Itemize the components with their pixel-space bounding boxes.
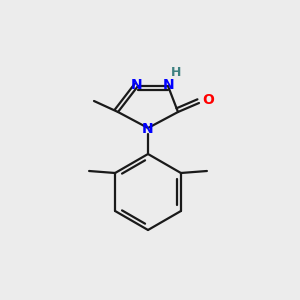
Text: N: N [163,78,175,92]
Text: H: H [171,67,181,80]
Text: N: N [131,78,143,92]
Text: O: O [202,93,214,107]
Text: N: N [142,122,154,136]
